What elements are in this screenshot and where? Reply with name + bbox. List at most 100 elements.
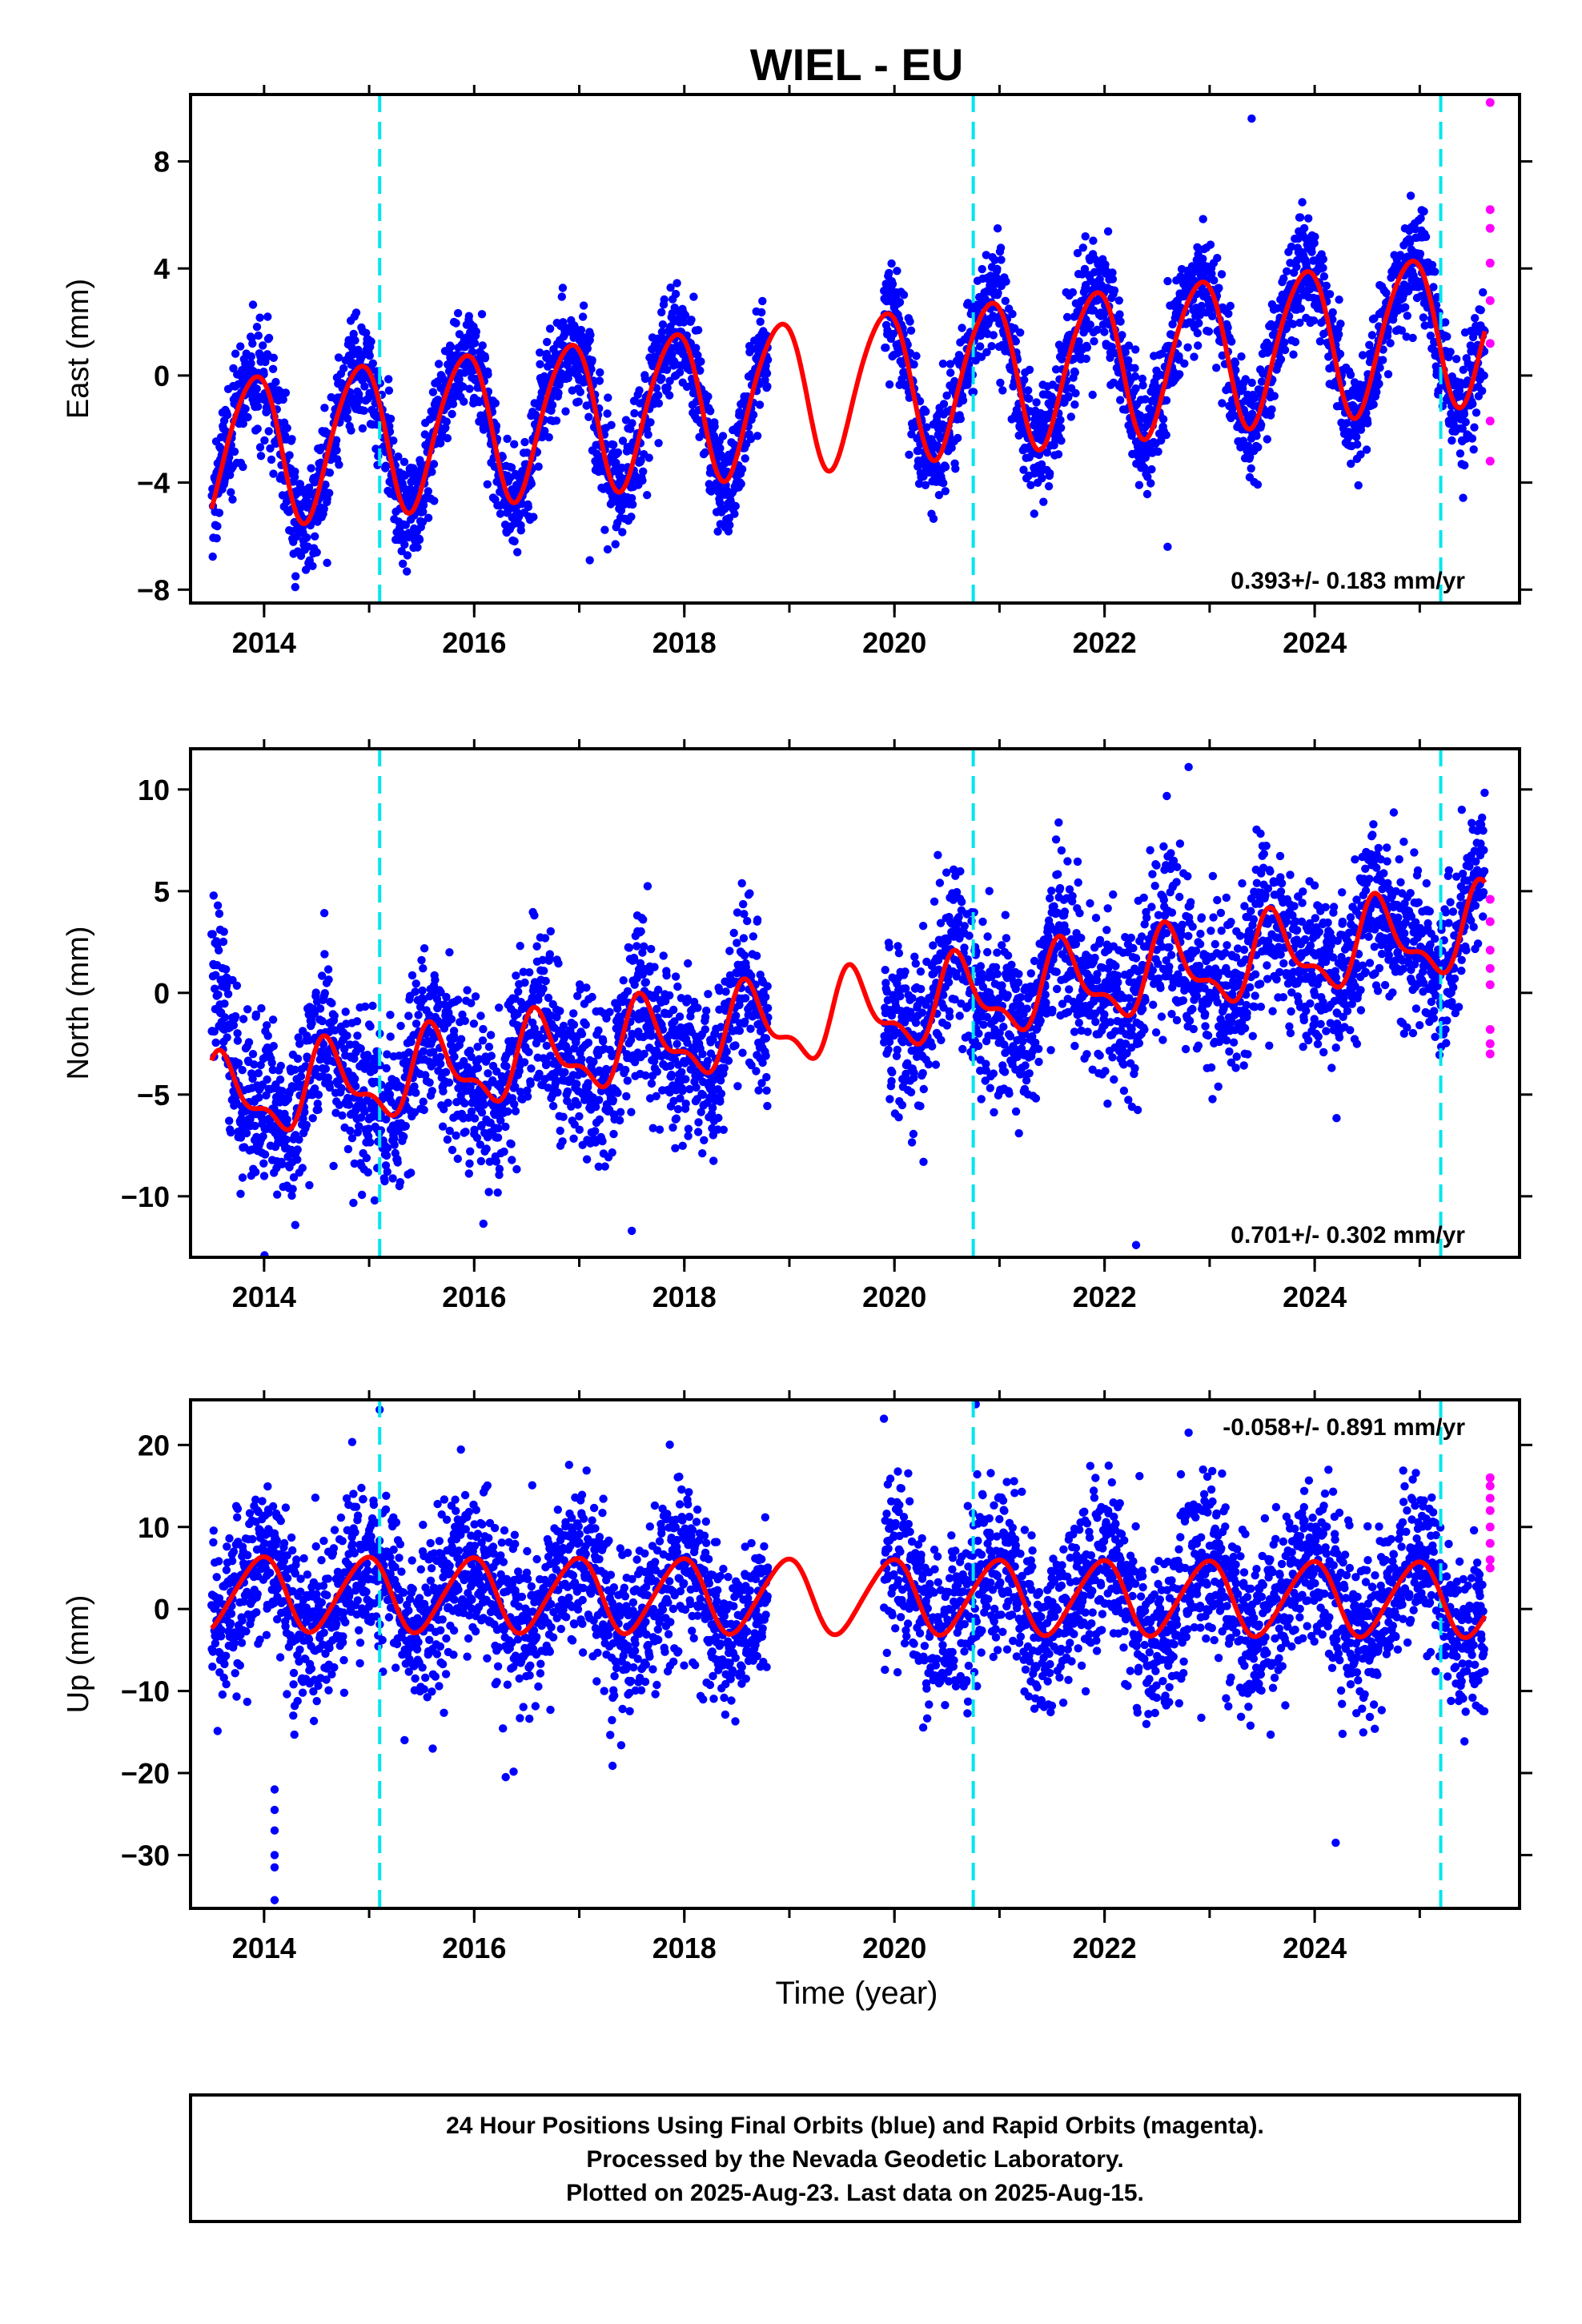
north-data-point <box>572 1080 581 1088</box>
east-data-point <box>384 386 394 395</box>
east-data-point <box>1110 286 1119 295</box>
east-data-point <box>1037 460 1046 469</box>
east-data-point <box>1471 314 1480 323</box>
east-data-point <box>1212 364 1221 372</box>
east-data-point <box>453 308 463 318</box>
east-data-point <box>1071 388 1080 398</box>
east-data-point <box>424 487 432 496</box>
north-data-point <box>541 976 550 986</box>
east-data-point <box>1468 400 1477 408</box>
east-data-point <box>725 521 734 529</box>
east-data-point <box>1276 355 1286 364</box>
north-data-point <box>461 1128 470 1136</box>
east-data-point <box>696 366 705 375</box>
east-data-point <box>1142 489 1152 499</box>
east-data-point <box>1461 417 1470 427</box>
east-rapid-point <box>1485 339 1495 348</box>
east-data-point <box>368 359 377 368</box>
north-data-point <box>318 1016 327 1026</box>
north-data-point <box>456 1035 466 1043</box>
east-data-point <box>556 369 566 378</box>
north-data-point <box>337 1084 346 1093</box>
east-data-point <box>654 391 663 400</box>
east-data-point <box>241 404 250 413</box>
east-data-point <box>1352 432 1361 441</box>
north-data-point <box>486 1031 496 1039</box>
east-data-point <box>885 268 893 278</box>
east-data-point <box>1168 320 1177 329</box>
east-data-point <box>895 298 905 307</box>
east-data-point <box>611 540 620 549</box>
east-data-point <box>534 462 543 471</box>
east-data-point <box>697 357 705 366</box>
north-data-point <box>283 1115 291 1124</box>
north-data-point <box>352 1017 362 1026</box>
east-data-point <box>483 480 492 489</box>
north-data-point <box>582 983 591 992</box>
north-data-point <box>445 948 454 957</box>
east-data-point <box>1062 312 1072 322</box>
east-data-point <box>1460 460 1469 470</box>
east-data-point <box>1100 328 1109 336</box>
east-outlier-point <box>1247 114 1256 123</box>
east-data-point <box>921 480 930 489</box>
north-data-point <box>231 1011 240 1021</box>
north-data-point <box>524 1047 533 1057</box>
east-data-point <box>264 333 274 343</box>
east-data-point <box>1197 301 1207 311</box>
east-data-point <box>1315 337 1325 346</box>
north-data-point <box>558 1137 567 1146</box>
east-data-point <box>947 444 956 452</box>
north-data-point <box>556 1007 564 1015</box>
east-data-point <box>510 440 519 448</box>
north-data-point <box>441 1068 451 1076</box>
east-data-point <box>1107 343 1117 352</box>
north-data-point <box>233 1036 243 1045</box>
east-rapid-point <box>1485 98 1495 107</box>
east-data-point <box>1194 341 1203 350</box>
north-data-point <box>273 1190 282 1199</box>
east-data-point <box>646 418 655 427</box>
east-data-point <box>1143 472 1152 481</box>
east-rapid-point <box>1485 416 1495 426</box>
east-data-point <box>1158 415 1168 424</box>
east-rapid-point <box>1485 296 1495 305</box>
east-data-point <box>1311 232 1319 241</box>
north-data-point <box>314 1090 323 1100</box>
north-data-point <box>293 1145 302 1154</box>
north-data-point <box>464 1169 473 1178</box>
north-data-point <box>396 1178 405 1187</box>
east-data-point <box>295 480 305 489</box>
east-data-point <box>1353 440 1362 449</box>
east-data-point <box>1114 296 1124 305</box>
north-data-point <box>380 1176 389 1186</box>
east-data-point <box>946 360 955 368</box>
east-x-tick-label: 2022 <box>1073 626 1137 659</box>
north-data-point <box>314 1105 323 1114</box>
east-data-point <box>1280 338 1289 347</box>
east-data-point <box>255 313 264 322</box>
east-data-point <box>1369 400 1378 409</box>
east-outlier-point <box>291 572 300 581</box>
east-data-point <box>741 454 749 463</box>
north-data-point <box>473 1063 483 1072</box>
east-data-point <box>255 443 265 452</box>
east-data-point <box>403 551 412 560</box>
north-data-point <box>343 1031 351 1040</box>
east-data-point <box>1252 432 1261 440</box>
north-data-point <box>418 986 427 995</box>
east-data-point <box>561 407 570 416</box>
east-data-point <box>1470 423 1479 432</box>
east-data-point <box>253 424 262 433</box>
east-data-point <box>1356 450 1365 459</box>
north-data-point <box>220 999 229 1008</box>
east-data-point <box>212 534 221 543</box>
east-data-point <box>480 354 490 363</box>
east-data-point <box>1217 270 1227 279</box>
east-data-point <box>1080 264 1090 274</box>
east-data-point <box>1286 259 1295 267</box>
east-data-point <box>335 460 343 469</box>
east-data-point <box>583 344 592 353</box>
north-data-point <box>360 1002 370 1011</box>
east-data-point <box>990 255 999 264</box>
